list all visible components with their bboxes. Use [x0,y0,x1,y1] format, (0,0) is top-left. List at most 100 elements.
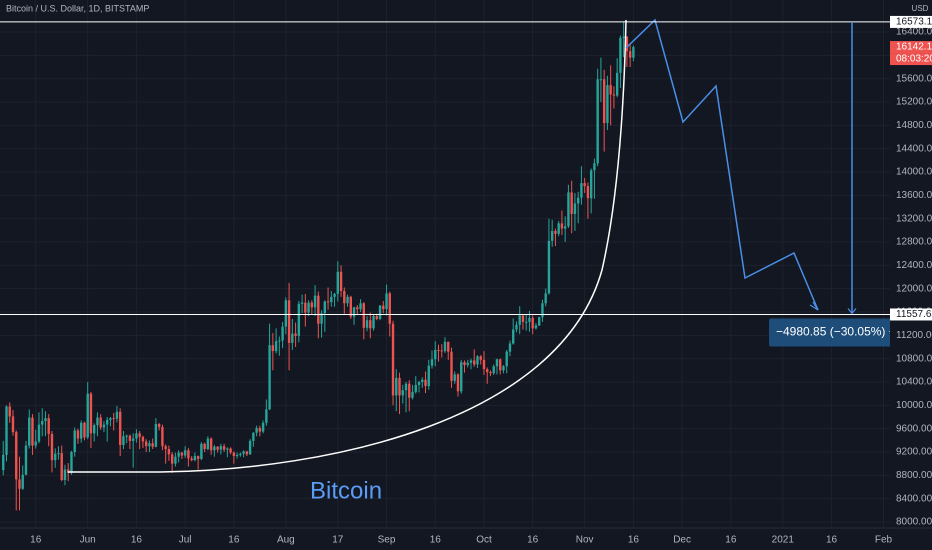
candle-body [54,453,57,461]
x-tick-label: Sep [378,535,396,546]
candle-body [473,360,476,365]
candle-body [518,315,521,325]
candle-body [206,438,210,450]
x-tick-label: 2021 [772,535,795,546]
candle-body [271,345,275,352]
candle-body [2,454,5,471]
candle-body [417,382,421,385]
candle-body [255,428,258,433]
candle-body [24,445,28,475]
candle-body [489,372,492,374]
candle-body [612,94,616,96]
candle-body [258,428,262,432]
candle-body [531,317,534,329]
candle-body [395,377,398,396]
candle-body [193,456,197,461]
y-tick-label: 9200.00 [896,447,932,458]
candle-body [219,446,223,450]
candle-body [70,451,73,473]
candle-body [128,435,132,441]
candle-body [232,452,236,457]
level-tag [890,15,932,28]
candle-body [287,300,291,343]
y-tick-label: 8000.00 [896,517,932,528]
candle-body [99,417,102,428]
candle-body [323,301,327,314]
candle-body [365,320,369,328]
candle-body [109,418,112,420]
candle-body [330,296,333,303]
candle-body [118,411,122,445]
candle-body [505,351,508,367]
x-tick-label: Nov [576,535,594,546]
candle-body [372,316,375,329]
candle-body [252,432,255,441]
candle-body [476,356,479,365]
candle-body [453,374,456,381]
candle-body [528,317,531,322]
candle-body [525,321,528,323]
candle-body [167,449,171,455]
measure-label-box [769,318,899,347]
candle-body [443,341,447,352]
candle-body [157,423,161,427]
x-tick-label: Feb [875,535,893,546]
candle-body [515,324,518,330]
y-tick-label: 12000.00 [896,283,932,294]
candle-body [333,293,336,297]
candle-body [239,453,242,455]
countdown-label: 08:03:20 [896,54,932,65]
candle-body [67,469,70,473]
candle-body [148,443,151,447]
candle-body [512,329,515,344]
level-tag [890,308,932,321]
candle-body [222,446,226,450]
candle-body [580,183,583,198]
candle-body [138,433,141,437]
candle-body [57,453,60,455]
candle-body [310,302,314,308]
candle-body [86,393,89,438]
projection-path [625,18,819,311]
candle-body [563,226,567,229]
candle-body [96,417,99,426]
candle-body [486,369,489,373]
candle-body [180,452,184,456]
candle-body [294,333,297,336]
y-tick-label: 13600.00 [896,190,932,201]
candle-body [547,240,551,294]
candle-body [369,320,372,329]
x-tick-label: Dec [673,535,691,546]
candle-body [492,366,495,374]
candle-body [583,183,586,187]
candle-body [534,325,538,329]
candle-body [170,454,174,464]
candles [2,21,635,511]
y-tick-label: 10000.00 [896,400,932,411]
y-tick-label: 10400.00 [896,377,932,388]
candle-body [226,448,229,450]
currency-label: USD [912,4,929,13]
candle-body [284,300,288,327]
candle-body [216,446,219,450]
candle-body [80,422,83,439]
candle-body [382,305,385,310]
y-tick-label: 16400.00 [896,27,932,38]
candle-body [388,293,391,324]
candle-body [307,302,310,313]
x-tick-label: 17 [332,535,344,546]
level-tag-label: 11557.63 [896,309,932,320]
y-tick-label: 14800.00 [896,120,932,131]
candle-body [434,349,437,360]
candle-body [313,295,317,308]
candle-body [479,356,482,360]
candle-body [326,301,330,303]
x-tick-label: 16 [30,535,42,546]
candle-body [203,443,206,450]
candle-body [209,438,213,451]
candle-body [18,479,21,489]
candle-body [291,333,294,343]
x-tick-label: 16 [131,535,143,546]
y-tick-label: 15200.00 [896,97,932,108]
